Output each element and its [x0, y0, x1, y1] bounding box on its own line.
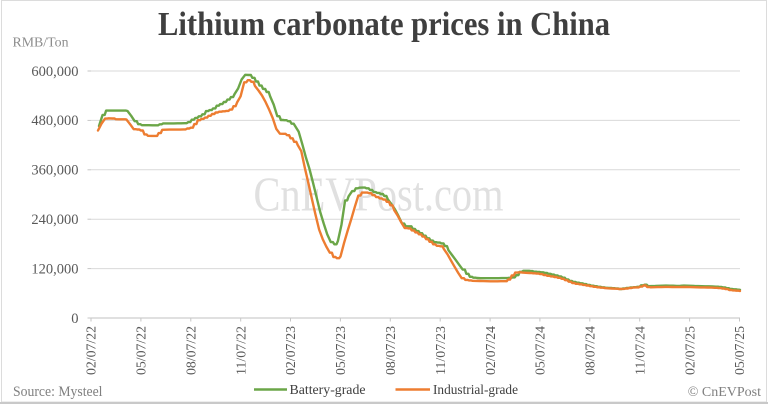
- svg-text:Industrial-grade: Industrial-grade: [433, 383, 518, 398]
- svg-text:05/07/22: 05/07/22: [135, 326, 150, 375]
- svg-text:02/07/25: 02/07/25: [683, 326, 698, 375]
- svg-text:Battery-grade: Battery-grade: [290, 383, 366, 398]
- svg-text:08/07/22: 08/07/22: [185, 326, 200, 375]
- svg-text:© CnEVPost: © CnEVPost: [688, 385, 761, 400]
- svg-text:05/07/25: 05/07/25: [733, 326, 748, 375]
- svg-text:0: 0: [71, 311, 78, 327]
- svg-text:RMB/Ton: RMB/Ton: [13, 36, 69, 51]
- svg-text:08/07/24: 08/07/24: [584, 326, 599, 375]
- svg-text:Source: Mysteel: Source: Mysteel: [13, 384, 103, 400]
- svg-text:02/07/23: 02/07/23: [284, 326, 299, 375]
- svg-text:08/07/23: 08/07/23: [384, 326, 399, 375]
- svg-text:11/07/24: 11/07/24: [633, 326, 648, 375]
- svg-text:480,000: 480,000: [31, 113, 78, 129]
- svg-text:Lithium carbonate prices in Ch: Lithium carbonate prices in China: [158, 6, 610, 43]
- svg-text:11/07/22: 11/07/22: [234, 326, 249, 375]
- svg-text:02/07/24: 02/07/24: [484, 326, 499, 375]
- svg-text:600,000: 600,000: [31, 64, 78, 80]
- svg-text:05/07/24: 05/07/24: [534, 326, 549, 375]
- svg-text:360,000: 360,000: [31, 163, 78, 179]
- svg-text:02/07/22: 02/07/22: [85, 326, 100, 375]
- svg-text:240,000: 240,000: [31, 212, 78, 228]
- svg-text:120,000: 120,000: [31, 261, 78, 277]
- svg-text:11/07/23: 11/07/23: [434, 326, 449, 375]
- svg-text:05/07/23: 05/07/23: [334, 326, 349, 375]
